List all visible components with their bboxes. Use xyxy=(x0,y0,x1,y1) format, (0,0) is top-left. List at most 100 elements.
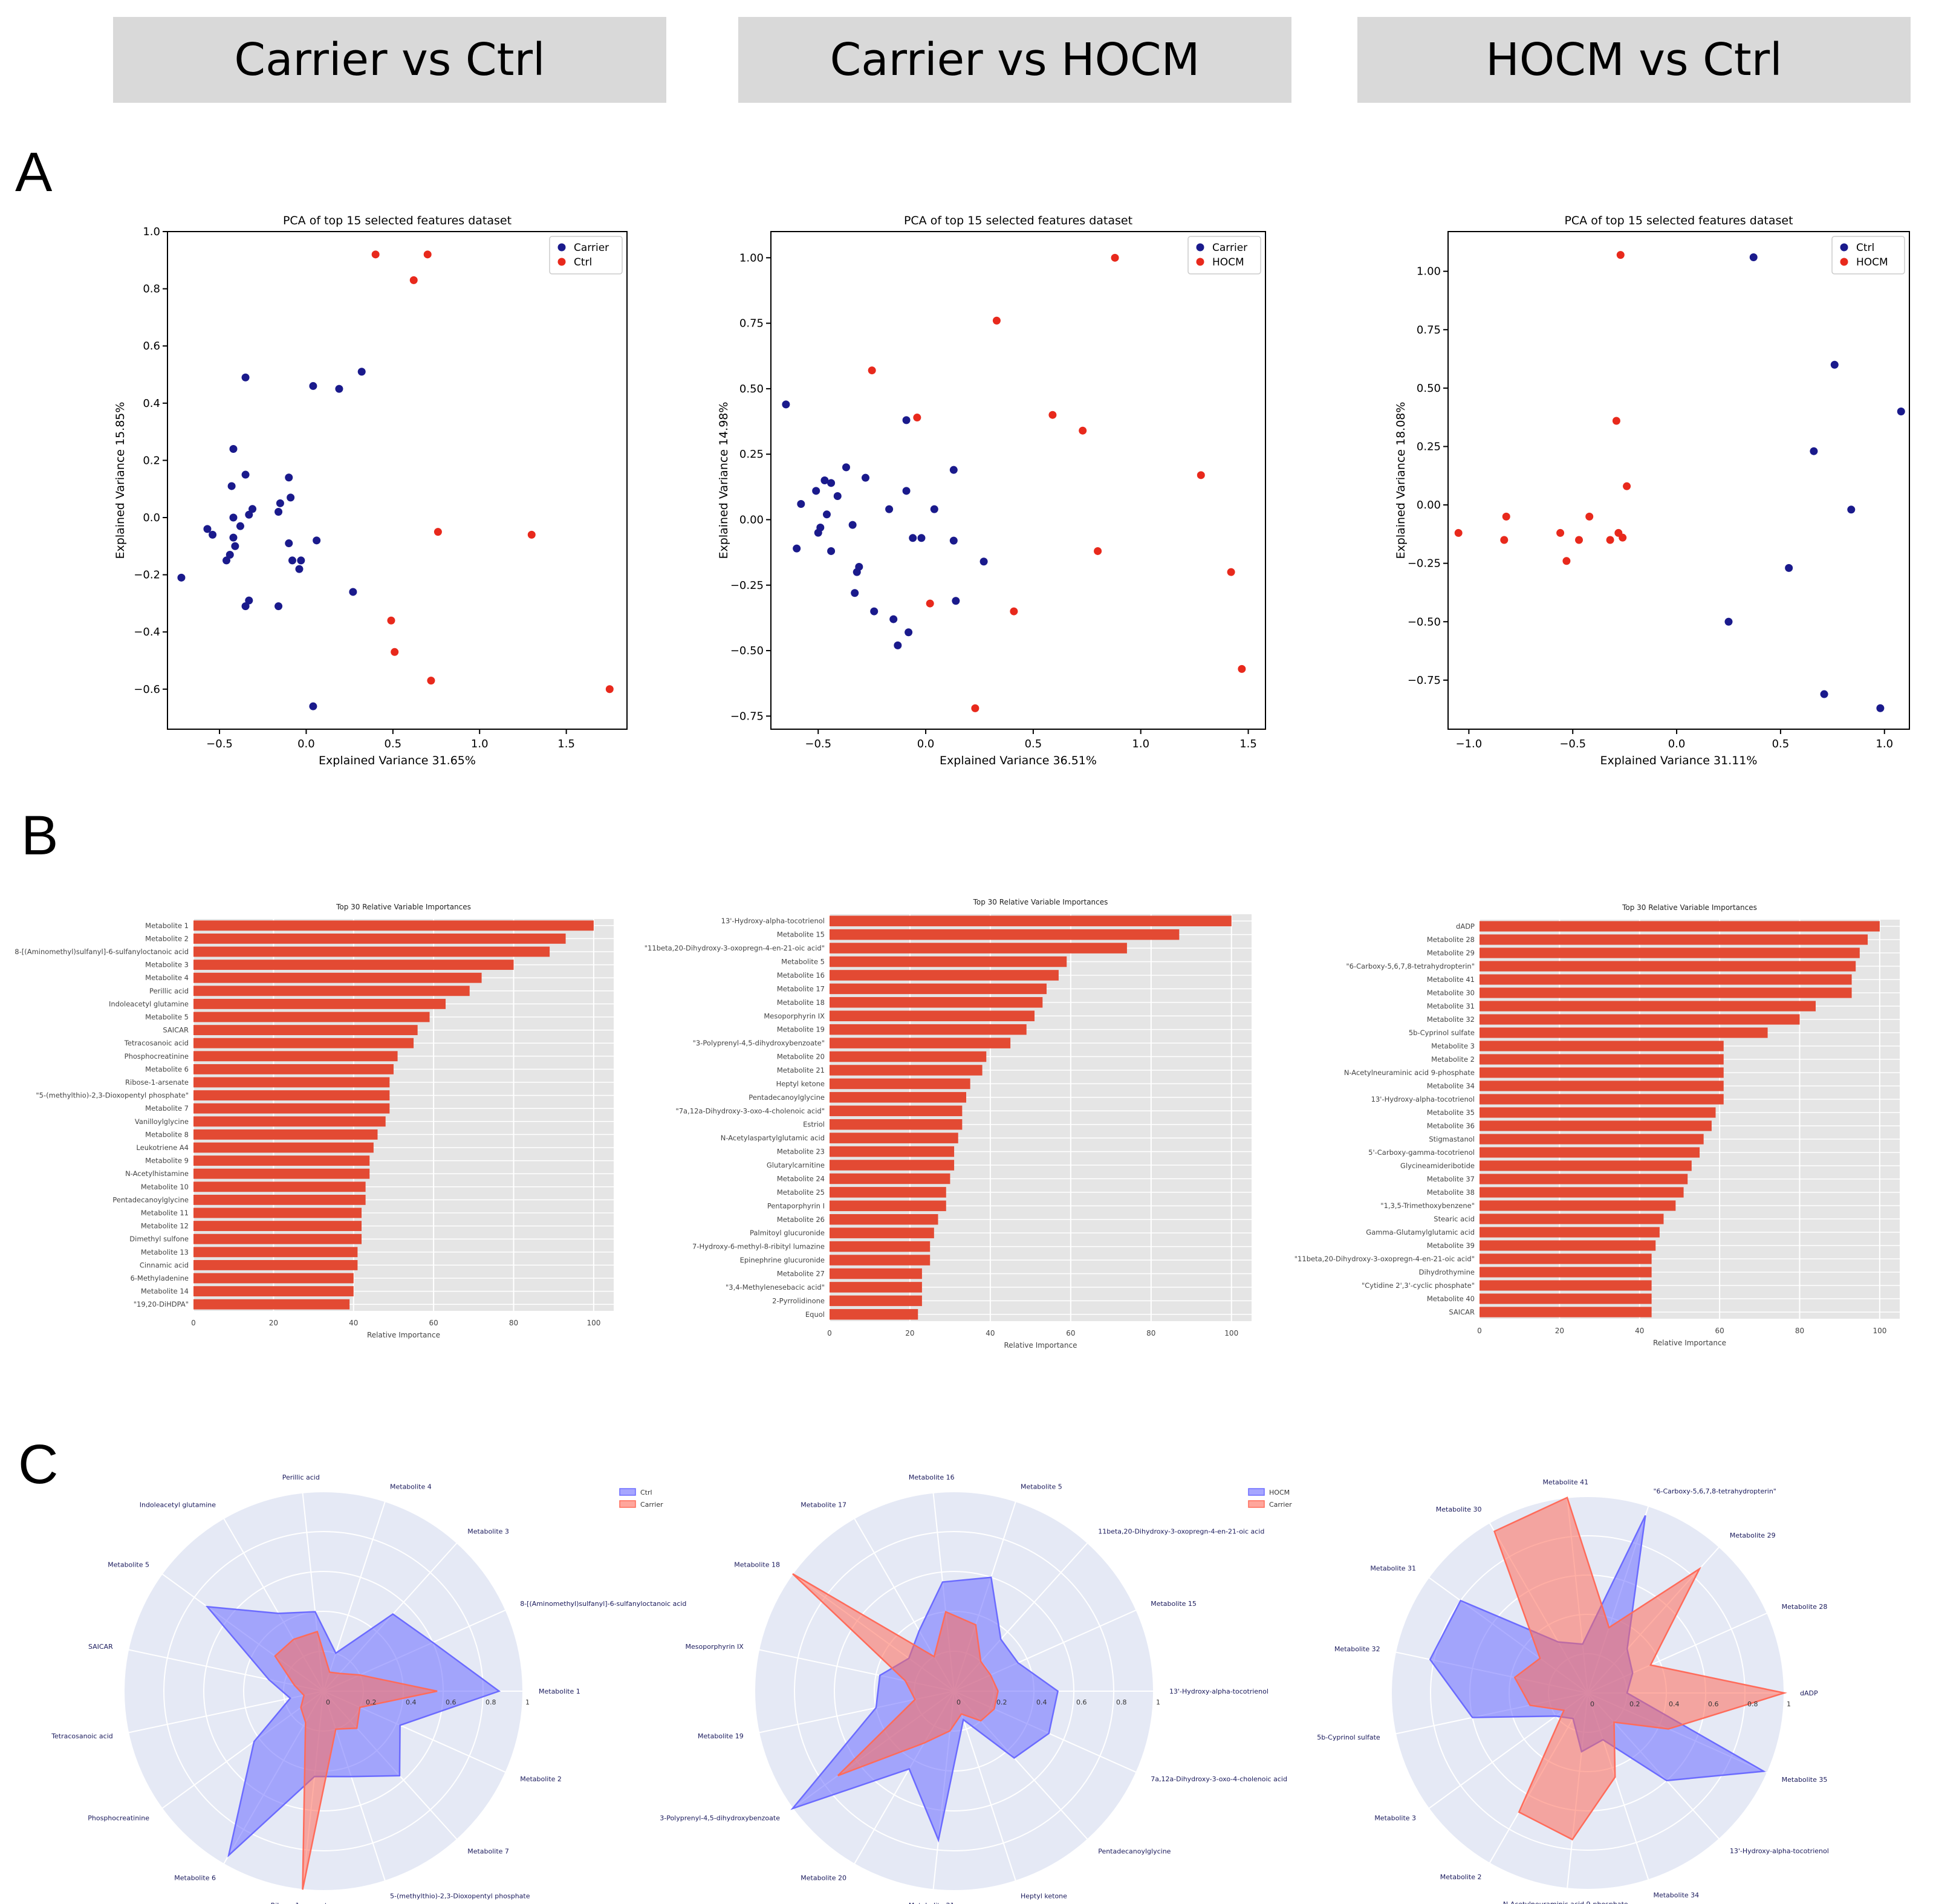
data-point-ctrl xyxy=(1724,617,1733,626)
bar xyxy=(193,1259,358,1270)
radar-category-label: dADP xyxy=(1800,1689,1818,1697)
bar-category-label: Stearic acid xyxy=(1434,1215,1475,1223)
data-point-ctrl xyxy=(527,530,536,539)
legend-label-ctrl: Ctrl xyxy=(640,1489,652,1496)
data-point-carrier xyxy=(949,536,958,545)
bar xyxy=(1480,1280,1652,1291)
bar-category-label: Metabolite 4 xyxy=(145,973,189,982)
y-tick-label: 0.0 xyxy=(143,512,160,524)
bar xyxy=(830,1132,958,1143)
radar-category-label: Phosphocreatinine xyxy=(88,1814,149,1822)
bar-category-label: Metabolite 13 xyxy=(141,1248,189,1256)
bar xyxy=(1480,1120,1712,1131)
radar-category-label: 7a,12a-Dihydroxy-3-oxo-4-cholenoic acid xyxy=(1151,1775,1287,1783)
bar xyxy=(1480,1253,1652,1264)
bar-category-label: Glutarylcarnitine xyxy=(767,1161,825,1169)
x-tick-label: 100 xyxy=(1873,1327,1886,1335)
legend-label-hocm: HOCM xyxy=(1212,256,1244,268)
radar-tick-label: 0.8 xyxy=(1747,1700,1758,1708)
bar xyxy=(830,983,1047,995)
x-tick-label: 0 xyxy=(1477,1327,1482,1335)
bar-category-label: "19,20-DiHDPA" xyxy=(134,1300,189,1308)
radar-category-label: "6-Carboxy-5,6,7,8-tetrahydropterin" xyxy=(1653,1487,1776,1495)
bar-category-label: Metabolite 20 xyxy=(777,1053,825,1061)
data-point-carrier xyxy=(349,588,357,596)
bar-category-label: Pentaporphyrin I xyxy=(767,1201,825,1210)
y-tick-label: 1.0 xyxy=(143,226,160,238)
data-point-carrier xyxy=(335,385,343,393)
bar-category-label: Metabolite 1 xyxy=(145,921,189,930)
bar-category-label: Metabolite 23 xyxy=(777,1148,825,1156)
bar-category-label: N-Acetylneuraminic acid 9-phosphate xyxy=(1344,1068,1475,1077)
x-tick-label: 80 xyxy=(1795,1327,1804,1335)
data-point-carrier xyxy=(797,499,805,508)
radar-tick-label: 0.4 xyxy=(1669,1700,1680,1708)
bar-category-label: Estriol xyxy=(803,1120,825,1129)
bar-category-label: Metabolite 29 xyxy=(1427,949,1475,957)
radar-tick-label: 1 xyxy=(1787,1700,1791,1708)
radar-area-carrier xyxy=(792,1573,999,1776)
radar-tick-label: 0.8 xyxy=(486,1698,496,1706)
bar-category-label: Metabolite 39 xyxy=(1427,1241,1475,1250)
y-tick-label: 0.75 xyxy=(1417,323,1441,336)
bar xyxy=(193,933,566,944)
radar-tick-label: 0.6 xyxy=(1076,1698,1087,1706)
bar xyxy=(1480,1027,1768,1038)
bar xyxy=(193,946,550,957)
bar-category-label: Metabolite 26 xyxy=(777,1215,825,1224)
bar xyxy=(830,1024,1027,1035)
bar-category-label: Metabolite 35 xyxy=(1427,1108,1475,1117)
legend-label-carrier: Carrier xyxy=(1269,1501,1292,1509)
bar-category-label: 13'-Hydroxy-alpha-tocotrienol xyxy=(1371,1095,1475,1103)
bar xyxy=(193,1116,386,1127)
radar-category-label: 3-Polyprenyl-4,5-dihydroxybenzoate xyxy=(660,1814,780,1822)
bar xyxy=(1480,1214,1664,1224)
data-point-hocm xyxy=(1197,471,1205,479)
bar-category-label: Metabolite 25 xyxy=(777,1188,825,1197)
bar xyxy=(830,943,1127,954)
radar-category-label: Ribose-1-arsenate xyxy=(271,1902,332,1904)
bar-category-label: Palmitoyl glucuronide xyxy=(750,1229,825,1237)
data-point-carrier xyxy=(820,476,829,484)
radar-category-label: Metabolite 31 xyxy=(1370,1565,1416,1573)
x-tick-label: 40 xyxy=(1635,1327,1644,1335)
bar xyxy=(193,1012,430,1022)
y-tick-label: 0.50 xyxy=(1417,382,1441,395)
data-point-carrier xyxy=(822,510,831,519)
bar-category-label: Cinnamic acid xyxy=(140,1261,189,1269)
x-tick-label: 100 xyxy=(586,1319,600,1327)
radar-category-label: Mesoporphyrin IX xyxy=(686,1643,744,1651)
data-point-hocm xyxy=(1454,528,1463,537)
data-point-carrier xyxy=(861,473,869,482)
bar-category-label: "7a,12a-Dihydroxy-3-oxo-4-cholenoic acid… xyxy=(675,1106,825,1115)
bar xyxy=(193,1233,362,1244)
data-point-carrier xyxy=(949,466,958,474)
x-tick-label: 80 xyxy=(1146,1329,1155,1337)
y-tick-label: −0.25 xyxy=(730,579,764,592)
data-point-carrier xyxy=(274,602,283,611)
bar xyxy=(830,1078,970,1090)
bar-category-label: SAICAR xyxy=(163,1026,189,1035)
data-point-carrier xyxy=(833,492,842,500)
radar-tick-label: 0.2 xyxy=(996,1698,1007,1706)
bar xyxy=(1480,1293,1652,1304)
legend-swatch-carrier xyxy=(619,1500,636,1508)
bar-category-label: Metabolite 14 xyxy=(141,1287,189,1296)
x-axis-label: Relative Importance xyxy=(1004,1341,1077,1350)
bar-category-label: "3,4-Methylenesebacic acid" xyxy=(726,1283,825,1292)
legend-marker-hocm xyxy=(1840,258,1848,266)
radar-category-label: Metabolite 2 xyxy=(520,1775,562,1783)
bar-category-label: Dimethyl sulfone xyxy=(129,1235,189,1243)
radar-tick-label: 0.8 xyxy=(1116,1698,1127,1706)
bar-category-label: Perillic acid xyxy=(149,987,189,995)
bar-category-label: Metabolite 28 xyxy=(1427,935,1475,944)
bar xyxy=(830,1173,950,1184)
bar-category-label: "Cytidine 2',3'-cyclic phosphate" xyxy=(1362,1281,1475,1290)
bar xyxy=(193,986,470,996)
y-tick-label: 0.75 xyxy=(739,317,764,330)
bar xyxy=(830,956,1067,967)
x-tick-label: −1.0 xyxy=(1456,738,1483,750)
radar-category-label: 13'-Hydroxy-alpha-tocotrienol xyxy=(1169,1688,1268,1695)
radar-tick-label: 0.6 xyxy=(446,1698,456,1706)
bar-category-label: "11beta,20-Dihydroxy-3-oxopregn-4-en-21-… xyxy=(1294,1255,1475,1263)
